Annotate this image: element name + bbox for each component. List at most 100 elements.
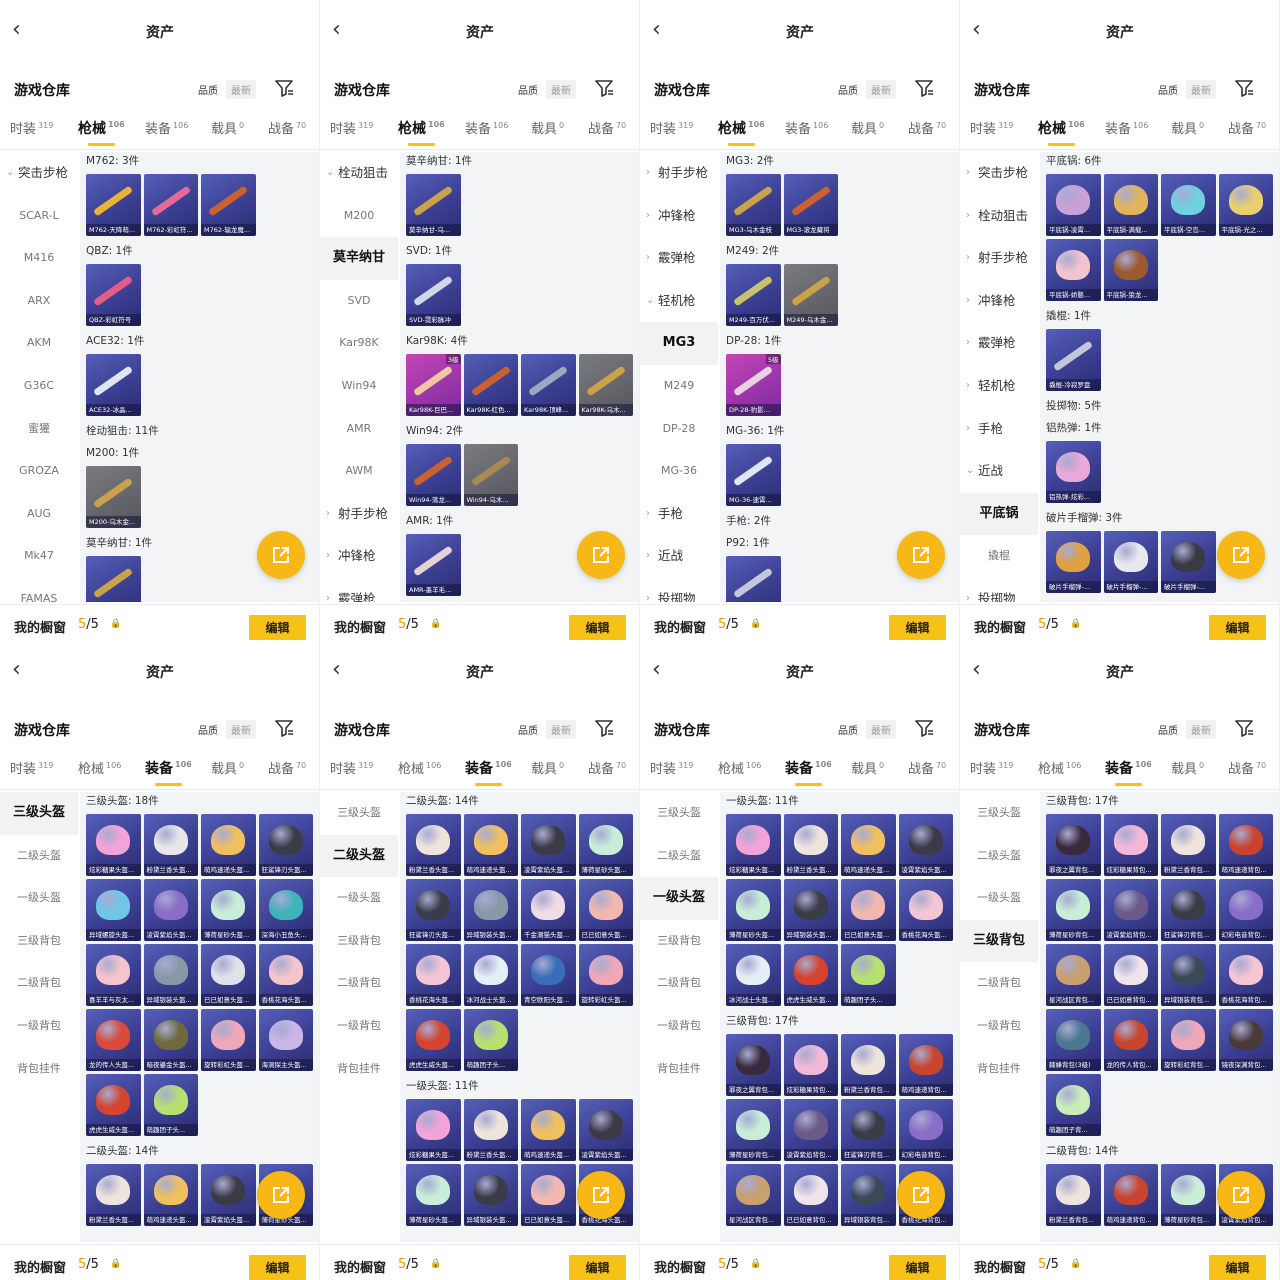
tab-2[interactable]: 装备 106 <box>145 758 192 786</box>
sidebar-item[interactable]: ⌄ 近战 <box>960 450 1038 493</box>
tab-1[interactable]: 枪械 106 <box>398 118 445 146</box>
share-button[interactable] <box>257 531 305 579</box>
item-card[interactable]: 炫彩糖果背包... <box>783 1034 838 1096</box>
sidebar-item[interactable]: 三级背包 <box>960 919 1038 963</box>
item-card[interactable]: 星河战区背包... <box>1046 944 1101 1006</box>
item-card[interactable]: 青空欧阳头盔... <box>521 944 576 1006</box>
sidebar-item[interactable]: › 手枪 <box>960 408 1038 451</box>
share-button[interactable] <box>257 1171 305 1219</box>
item-card[interactable]: 萌鸡速递头盔... <box>521 1099 576 1161</box>
item-card[interactable]: 萌趣团子背... <box>1046 1074 1101 1136</box>
tab-0[interactable]: 时装 319 <box>10 758 53 777</box>
tab-2[interactable]: 装备 106 <box>1105 758 1152 786</box>
tab-4[interactable]: 战备 70 <box>1228 758 1266 777</box>
sidebar-item[interactable]: 三级背包 <box>640 920 718 963</box>
item-card[interactable]: Kar98K-红色... <box>463 354 518 416</box>
sidebar-item[interactable]: SCAR-L <box>0 195 78 238</box>
item-card[interactable]: AMR-墨羊毛... <box>406 534 461 596</box>
filter-icon[interactable] <box>274 78 294 98</box>
sort-quality-button[interactable]: 品质 <box>198 86 218 97</box>
sidebar-item[interactable]: › 投掷物 <box>960 578 1038 602</box>
sidebar-item[interactable]: › 冲锋枪 <box>320 535 398 578</box>
item-card[interactable]: 5级 DP-28-豹影... <box>726 354 781 416</box>
back-arrow-icon[interactable]: ‹ <box>652 657 661 682</box>
tab-0[interactable]: 时装 319 <box>330 118 373 137</box>
sidebar-item[interactable]: › 手枪 <box>640 493 718 536</box>
sidebar-item[interactable]: 撬棍 <box>960 535 1038 578</box>
sidebar-item[interactable]: M249 <box>640 365 718 408</box>
item-card[interactable]: 已已如意背包... <box>783 1164 838 1226</box>
sidebar-item[interactable]: 一级头盔 <box>960 877 1038 920</box>
item-card[interactable]: 薄荷星砂头盔... <box>201 879 256 941</box>
sidebar-item[interactable]: › 霰弹枪 <box>960 322 1038 365</box>
item-card[interactable]: 旋转彩虹头盔... <box>578 944 633 1006</box>
tab-1[interactable]: 枪械 106 <box>1038 118 1085 146</box>
item-card[interactable]: 薄荷星砂背包... <box>726 1099 781 1161</box>
item-card[interactable]: M249-乌木金... <box>783 264 838 326</box>
item-card[interactable]: 炫彩糖果背包... <box>1103 814 1158 876</box>
item-card[interactable]: 平底锅-光之... <box>1218 174 1273 236</box>
tab-2[interactable]: 装备 106 <box>785 758 832 786</box>
sidebar-item[interactable]: › 冲锋枪 <box>640 195 718 238</box>
sidebar-item[interactable]: AUG <box>0 493 78 536</box>
sidebar-item[interactable]: › 霰弹枪 <box>640 237 718 280</box>
sort-quality-button[interactable]: 品质 <box>838 86 858 97</box>
item-card[interactable]: 已已如意头盔... <box>578 879 633 941</box>
item-card[interactable]: 薄荷星砂背包... <box>1161 1164 1216 1226</box>
sidebar-item[interactable]: 一级头盔 <box>0 877 78 920</box>
sidebar-item[interactable]: 三级背包 <box>0 920 78 963</box>
item-card[interactable]: QBZ-彩虹符号 <box>86 264 141 326</box>
item-card[interactable]: 萌趣团子头... <box>143 1074 198 1136</box>
sidebar-item[interactable]: ⌄ 突击步枪 <box>0 152 78 195</box>
item-card[interactable]: 喜羊羊与灰太... <box>86 944 141 1006</box>
item-card[interactable]: 已已如意头盔... <box>201 944 256 1006</box>
item-card[interactable]: 平底锅-凌霄... <box>1046 174 1101 236</box>
item-card[interactable]: 粉黛兰香头盔... <box>143 814 198 876</box>
sidebar-item[interactable]: Kar98K <box>320 322 398 365</box>
tab-3[interactable]: 载具 0 <box>531 758 564 777</box>
back-arrow-icon[interactable]: ‹ <box>332 17 341 42</box>
item-card[interactable]: 凌霄紫焰头盔... <box>521 814 576 876</box>
tab-1[interactable]: 枪械 106 <box>78 118 125 146</box>
sidebar-item[interactable]: M416 <box>0 237 78 280</box>
tab-2[interactable]: 装备 106 <box>1105 118 1148 137</box>
sidebar-item[interactable]: 二级头盔 <box>320 834 398 878</box>
tab-0[interactable]: 时装 319 <box>650 118 693 137</box>
item-card[interactable]: 狂鲨锋刃头盔... <box>258 814 313 876</box>
edit-button[interactable]: 编辑 <box>889 615 946 640</box>
tab-2[interactable]: 装备 106 <box>145 118 188 137</box>
item-card[interactable]: 薄荷星砂头盔... <box>578 814 633 876</box>
tab-3[interactable]: 载具 0 <box>851 758 884 777</box>
sidebar-item[interactable]: › 射手步枪 <box>960 237 1038 280</box>
item-card[interactable]: 海洞探主头盔... <box>258 1009 313 1071</box>
item-card[interactable]: 粉黛兰香背包... <box>1161 814 1216 876</box>
sidebar-item[interactable]: 三级头盔 <box>640 792 718 835</box>
item-card[interactable]: 莫辛纳甘-乌... <box>86 556 141 602</box>
item-card[interactable]: MG3-滚龙藏将 <box>783 174 838 236</box>
sidebar-item[interactable]: 三级头盔 <box>320 792 398 835</box>
sort-newest-button[interactable]: 最新 <box>866 80 896 99</box>
item-card[interactable]: 粉黛兰香头盔... <box>783 814 838 876</box>
item-card[interactable]: 莫辛纳甘-乌... <box>406 174 461 236</box>
sort-quality-button[interactable]: 品质 <box>198 726 218 737</box>
item-card[interactable]: 冰河战士头盔... <box>726 944 781 1006</box>
tab-1[interactable]: 枪械 106 <box>718 758 761 777</box>
sidebar-item[interactable]: › 突击步枪 <box>960 152 1038 195</box>
tab-4[interactable]: 战备 70 <box>908 118 946 137</box>
sidebar-item[interactable]: FAMAS <box>0 578 78 602</box>
sidebar-item[interactable]: 三级头盔 <box>0 792 78 835</box>
sidebar-item[interactable]: 二级背包 <box>320 962 398 1005</box>
sidebar-item[interactable]: 二级头盔 <box>0 835 78 878</box>
item-card[interactable]: Kar98K-顶峰... <box>521 354 576 416</box>
item-card[interactable]: 异域银装头盔... <box>783 879 838 941</box>
item-card[interactable]: 凌霄紫焰背包... <box>783 1099 838 1161</box>
edit-button[interactable]: 编辑 <box>569 615 626 640</box>
item-card[interactable]: 萌鸡速递头盔... <box>841 814 896 876</box>
sidebar-item[interactable]: M200 <box>320 195 398 238</box>
sidebar-item[interactable]: › 霰弹枪 <box>320 578 398 602</box>
tab-3[interactable]: 载具 0 <box>1171 758 1204 777</box>
sidebar-item[interactable]: 二级背包 <box>0 962 78 1005</box>
item-card[interactable]: 幻彩电音背包... <box>898 1099 953 1161</box>
filter-icon[interactable] <box>594 78 614 98</box>
sidebar-item[interactable]: 一级头盔 <box>320 877 398 920</box>
